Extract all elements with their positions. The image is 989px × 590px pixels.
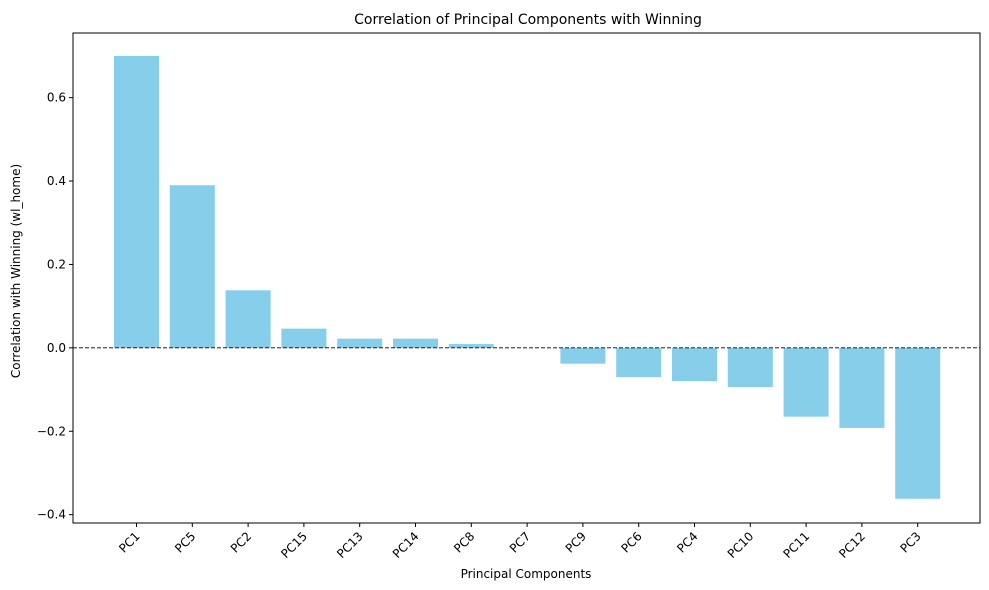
chart-title: Correlation of Principal Components with… [354, 12, 702, 28]
x-tick-label: PC13 [334, 529, 366, 561]
y-tick-label: 0.2 [47, 257, 66, 271]
x-tick-label: PC14 [390, 529, 422, 561]
bar-pc2 [225, 290, 271, 348]
x-tick-label: PC7 [507, 529, 533, 555]
bar-pc12 [839, 347, 885, 428]
x-axis-title: Principal Components [461, 567, 592, 581]
x-tick-label: PC2 [228, 529, 254, 555]
y-tick-label: 0.0 [47, 341, 66, 355]
x-axis-ticks: PC1 PC5 PC2 PC15 PC13 PC14 PC8 PC7 PC9 PC6 PC4 PC10… [116, 523, 924, 561]
bar-pc6 [616, 347, 662, 378]
x-tick-label: PC11 [780, 529, 812, 561]
y-tick-label: 0.4 [47, 174, 66, 188]
x-tick-label: PC4 [674, 529, 700, 555]
bar-pc13 [337, 338, 383, 348]
x-tick-label: PC3 [897, 529, 923, 555]
plot-frame [72, 32, 981, 524]
bars-layer [114, 55, 941, 499]
x-tick-label: PC10 [725, 529, 757, 561]
bar-pc3 [895, 347, 941, 499]
bar-pc15 [281, 328, 327, 348]
bar-pc5 [169, 185, 215, 348]
y-tick-label: −0.2 [37, 424, 66, 438]
x-tick-label: PC6 [618, 529, 644, 555]
bar-pc10 [727, 347, 773, 388]
x-tick-label: PC12 [836, 529, 868, 561]
bar-pc11 [783, 347, 829, 417]
y-axis-title: Correlation with Winning (wl_home) [9, 164, 23, 378]
x-tick-label: PC8 [451, 529, 477, 555]
y-tick-label: 0.6 [47, 91, 66, 105]
x-tick-label: PC1 [116, 529, 142, 555]
plot-border [72, 32, 981, 524]
x-tick-label: PC15 [278, 529, 310, 561]
bar-pc8 [448, 344, 494, 348]
bar-pc9 [560, 347, 606, 364]
bar-pc1 [114, 55, 159, 348]
bar-pc4 [672, 347, 717, 382]
bar-pc14 [393, 338, 438, 348]
y-tick-label: −0.4 [37, 508, 66, 522]
y-axis-ticks: −0.4 −0.2 0.0 0.2 0.4 0.6 [37, 91, 73, 522]
x-tick-label: PC5 [172, 529, 198, 555]
x-tick-label: PC9 [563, 529, 589, 555]
